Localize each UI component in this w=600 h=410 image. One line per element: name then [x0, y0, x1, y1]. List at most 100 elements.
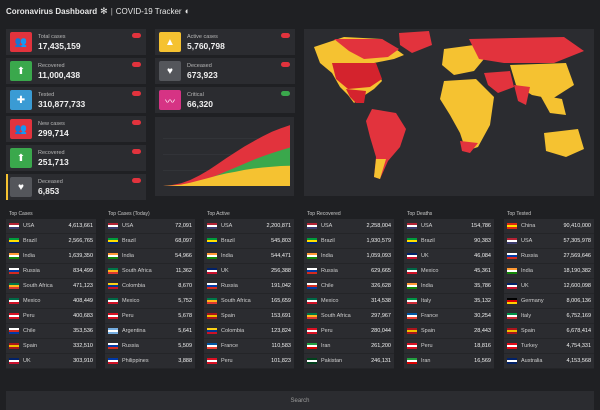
flag-us-icon: [507, 238, 517, 244]
settings-icon[interactable]: ✻: [100, 5, 108, 16]
country-name: Russia: [122, 343, 139, 349]
table-row[interactable]: Spain 28,443: [404, 324, 494, 339]
table-row[interactable]: UK 256,388: [204, 264, 294, 279]
table-row[interactable]: Russia 629,665: [304, 264, 394, 279]
country-value: 471,123: [73, 283, 93, 289]
table-row[interactable]: USA 72,091: [105, 219, 195, 234]
table-row[interactable]: Brazil 2,566,765: [6, 234, 96, 249]
table-row[interactable]: Peru 400,683: [6, 309, 96, 324]
flag-gb-icon: [9, 358, 19, 364]
table-row[interactable]: UK 303,910: [6, 354, 96, 369]
table-row[interactable]: Russia 191,042: [204, 279, 294, 294]
table-row[interactable]: India 54,966: [105, 249, 195, 264]
table-row[interactable]: Iran 261,200: [304, 339, 394, 354]
table-row[interactable]: India 1,059,093: [304, 249, 394, 264]
table-row[interactable]: Chile 353,536: [6, 324, 96, 339]
table-row[interactable]: Russia 5,509: [105, 339, 195, 354]
table-body: USA 2,258,004 Brazil 1,930,579 India 1,059,09…: [304, 219, 394, 369]
table-row[interactable]: Argentina 5,641: [105, 324, 195, 339]
table-row[interactable]: Colombia 8,670: [105, 279, 195, 294]
table-row[interactable]: India 544,471: [204, 249, 294, 264]
country-value: 280,044: [371, 328, 391, 334]
table-row[interactable]: Mexico 314,538: [304, 294, 394, 309]
country-value: 6,678,414: [566, 328, 591, 334]
country-name: Spain: [521, 328, 536, 334]
table-row[interactable]: Spain 153,691: [204, 309, 294, 324]
table-row[interactable]: Philippines 3,888: [105, 354, 195, 369]
country-name: Brazil: [321, 238, 335, 244]
map-canada: [334, 39, 399, 59]
map-australia: [544, 129, 584, 157]
country-value: 834,499: [73, 268, 93, 274]
table-row[interactable]: Colombia 123,824: [204, 324, 294, 339]
table-row[interactable]: Spain 6,678,414: [504, 324, 594, 339]
flag-in-icon: [307, 253, 317, 259]
table-row[interactable]: China 90,410,000: [504, 219, 594, 234]
stat-badge: [132, 120, 141, 125]
flag-in-icon: [108, 253, 118, 259]
table-row[interactable]: Russia 834,499: [6, 264, 96, 279]
table-row[interactable]: Peru 5,678: [105, 309, 195, 324]
flag-in-icon: [9, 253, 19, 259]
country-name: India: [321, 253, 333, 259]
table-row[interactable]: Peru 280,044: [304, 324, 394, 339]
map-russia: [469, 37, 584, 63]
stat-text: Recovered 11,000,438: [38, 63, 80, 80]
table-row[interactable]: India 35,786: [404, 279, 494, 294]
table-row[interactable]: Turkey 4,754,331: [504, 339, 594, 354]
table-row[interactable]: Brazil 68,097: [105, 234, 195, 249]
table-row[interactable]: South Africa 11,362: [105, 264, 195, 279]
country-name: USA: [321, 223, 333, 229]
table-row[interactable]: UK 12,600,098: [504, 279, 594, 294]
country-value: 1,639,350: [68, 253, 93, 259]
theme-toggle-icon[interactable]: ◐: [184, 6, 190, 16]
country-value: 30,254: [474, 313, 491, 319]
table-row[interactable]: South Africa 297,967: [304, 309, 394, 324]
table-title: Top Deaths: [407, 211, 433, 217]
flag-cl-icon: [307, 283, 317, 289]
country-value: 153,691: [271, 313, 291, 319]
flag-us-icon: [9, 223, 19, 229]
flag-pe-icon: [407, 343, 417, 349]
table-row[interactable]: Australia 4,153,568: [504, 354, 594, 369]
table-row[interactable]: Brazil 1,930,579: [304, 234, 394, 249]
table-row[interactable]: Italy 35,132: [404, 294, 494, 309]
flag-cl-icon: [9, 328, 19, 334]
stat-label: Recovered: [38, 149, 65, 156]
stat-badge: [281, 62, 290, 67]
table-row[interactable]: USA 154,786: [404, 219, 494, 234]
stat-label: Active cases: [187, 33, 218, 40]
table-row[interactable]: Mexico 45,361: [404, 264, 494, 279]
table-row[interactable]: France 30,254: [404, 309, 494, 324]
table-row[interactable]: USA 4,613,661: [6, 219, 96, 234]
table-row[interactable]: USA 2,258,004: [304, 219, 394, 234]
table-row[interactable]: Brazil 90,383: [404, 234, 494, 249]
table-row[interactable]: Italy 6,752,169: [504, 309, 594, 324]
table-row[interactable]: Iran 16,569: [404, 354, 494, 369]
flag-br-icon: [108, 238, 118, 244]
country-name: USA: [421, 223, 433, 229]
country-value: 5,509: [178, 343, 192, 349]
table-row[interactable]: USA 2,200,871: [204, 219, 294, 234]
table-row[interactable]: Chile 326,628: [304, 279, 394, 294]
table-row[interactable]: South Africa 471,123: [6, 279, 96, 294]
table-row[interactable]: Brazil 545,803: [204, 234, 294, 249]
country-name: India: [122, 253, 134, 259]
table-row[interactable]: USA 57,305,978: [504, 234, 594, 249]
table-row[interactable]: France 110,583: [204, 339, 294, 354]
table-row[interactable]: UK 46,084: [404, 249, 494, 264]
search-bar[interactable]: Search: [6, 391, 594, 410]
table-row[interactable]: Spain 332,510: [6, 339, 96, 354]
table-row[interactable]: India 1,639,350: [6, 249, 96, 264]
country-name: Mexico: [321, 298, 339, 304]
table-row[interactable]: Peru 18,816: [404, 339, 494, 354]
table-row[interactable]: Germany 8,006,136: [504, 294, 594, 309]
world-map[interactable]: [304, 29, 594, 196]
table-row[interactable]: Mexico 5,752: [105, 294, 195, 309]
table-row[interactable]: Pakistan 246,131: [304, 354, 394, 369]
table-row[interactable]: India 18,190,382: [504, 264, 594, 279]
table-row[interactable]: Peru 101,823: [204, 354, 294, 369]
table-row[interactable]: Russia 27,569,646: [504, 249, 594, 264]
table-row[interactable]: Mexico 408,449: [6, 294, 96, 309]
table-row[interactable]: South Africa 165,659: [204, 294, 294, 309]
